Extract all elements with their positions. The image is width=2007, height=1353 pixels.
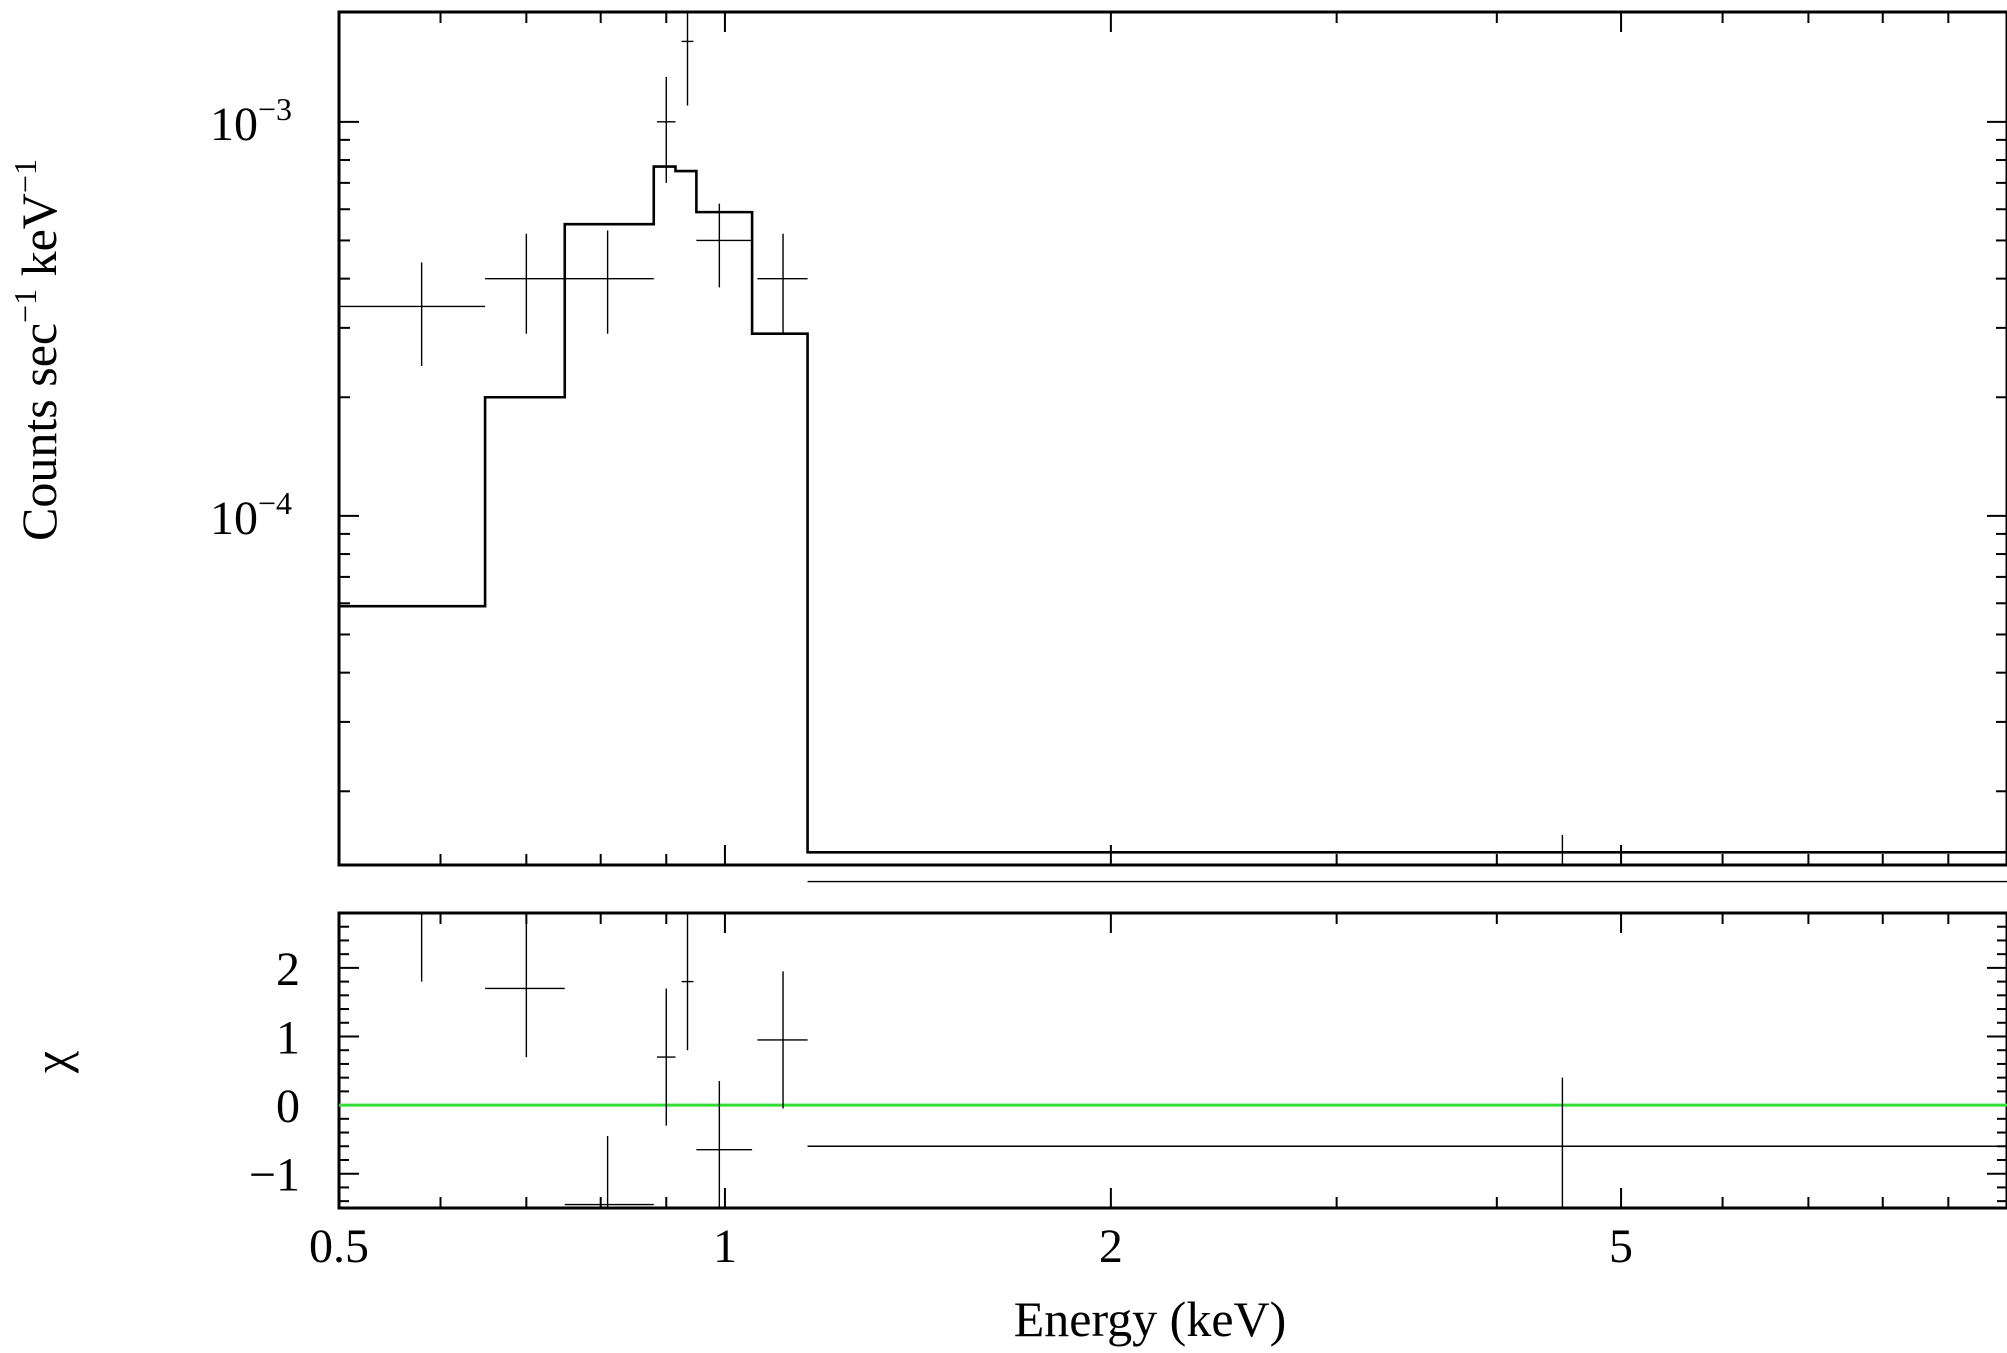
y-tick-label: 10−3: [210, 91, 292, 151]
data-point: [565, 230, 654, 333]
y-tick-label: 2: [276, 943, 300, 996]
residual-panel: [339, 913, 2007, 1208]
x-tick-label: 5: [1609, 1220, 1633, 1273]
x-tick-label: 2: [1099, 1220, 1123, 1273]
x-tick-label: 0.5: [309, 1220, 369, 1273]
x-axis-title: Energy (keV): [1014, 1291, 1287, 1347]
residual-point: [339, 913, 485, 982]
data-point: [682, 12, 694, 106]
data-point: [339, 262, 485, 366]
residual-frame: [339, 913, 2007, 1208]
y-tick-label: 10−4: [210, 485, 292, 545]
model-step-line: [339, 167, 2007, 853]
y-axis-title: Counts sec−1 keV−1: [7, 159, 67, 541]
residual-point: [808, 1078, 2007, 1208]
data-point: [485, 234, 565, 334]
x-tick-label: 1: [713, 1220, 737, 1273]
residual-point: [682, 913, 694, 1050]
residual-point: [485, 920, 565, 1057]
data-point: [808, 835, 2007, 882]
spectrum-frame: [339, 12, 2007, 865]
spectrum-panel: [339, 12, 2007, 882]
residual-point: [565, 1136, 654, 1208]
y-tick-label: 0: [276, 1080, 300, 1133]
residual-point: [757, 971, 807, 1108]
axis-labels: 10−3 10−4 2 1 0 −10.5 1 2 5 Energy (keV) Counts se…: [7, 91, 1633, 1347]
y-tick-label: 1: [276, 1011, 300, 1064]
residual-axis-title: χ: [23, 1051, 79, 1074]
data-point: [696, 204, 752, 288]
y-tick-label: −1: [249, 1149, 300, 1202]
data-point: [757, 234, 807, 334]
